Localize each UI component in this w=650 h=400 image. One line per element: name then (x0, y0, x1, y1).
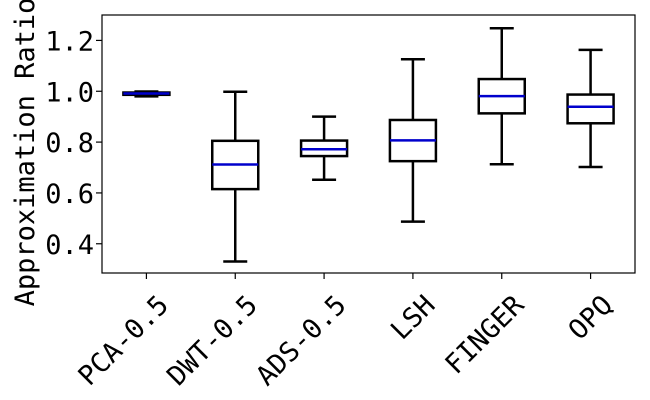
iqr-box (566, 93, 615, 125)
y-tick-label: 0.6 (45, 179, 94, 210)
box-finger (477, 26, 526, 166)
x-tick-label: FINGER (439, 289, 530, 380)
y-tick-label: 1.2 (45, 26, 94, 57)
x-tick-label: LSH (385, 290, 441, 346)
box-dwt-0-5 (211, 90, 260, 263)
y-tick-label: 0.4 (45, 230, 94, 261)
x-tick-label: ADS-0.5 (250, 290, 352, 392)
box-ads-0-5 (299, 115, 349, 181)
y-axis: 0.4 0.6 0.8 1.0 1.2 (45, 26, 102, 261)
plot-area-frame (101, 14, 636, 274)
x-tick-label: OPQ (563, 290, 619, 346)
y-axis-label: Approximation Ratio (10, 0, 41, 306)
y-tick-label: 1.0 (45, 77, 94, 108)
x-tick-label: PCA-0.5 (73, 290, 175, 392)
box-opq (566, 48, 615, 169)
x-tick-label: DWT-0.5 (161, 290, 263, 392)
box-pca-0-5 (122, 90, 171, 98)
boxes-group (122, 26, 615, 263)
y-tick-label: 0.8 (45, 128, 94, 159)
box-lsh (388, 57, 438, 223)
